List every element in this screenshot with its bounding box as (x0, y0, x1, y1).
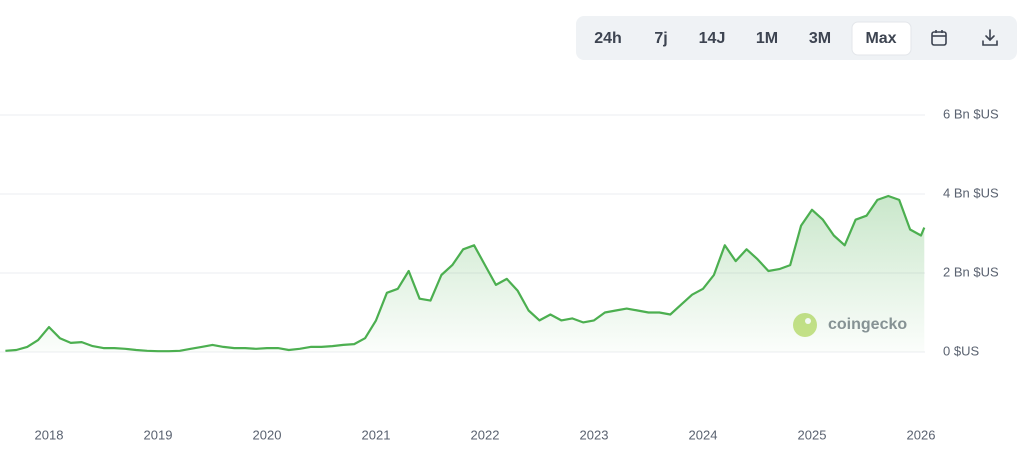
range-button[interactable]: Max (865, 30, 896, 47)
x-tick-label: 2018 (35, 427, 64, 442)
x-tick-label: 2026 (907, 427, 936, 442)
active-button (851, 21, 912, 56)
y-tick-label: 4 Bn $US (943, 185, 999, 200)
line (5, 194, 926, 353)
range-button[interactable]: 7j (654, 30, 667, 47)
range-button[interactable]: 14J (699, 30, 726, 47)
x-tick-label: 2023 (580, 427, 609, 442)
area (5, 196, 925, 352)
x-tick-label: 2022 (471, 427, 500, 442)
x-tick-label: 2025 (798, 427, 827, 442)
x-tick-label: 2021 (362, 427, 391, 442)
range-button[interactable]: 3M (809, 30, 831, 47)
range-button[interactable]: 1M (756, 30, 778, 47)
y-tick-label: 0 $US (943, 343, 979, 358)
y-tick-label: 2 Bn $US (943, 264, 999, 279)
calendar-button[interactable] (931, 30, 947, 46)
toolbar (576, 16, 1017, 60)
x-tick-label: 2020 (253, 427, 282, 442)
x-tick-label: 2024 (689, 427, 718, 442)
range-button[interactable]: 24h (594, 30, 622, 47)
y-tick-label: 6 Bn $US (943, 106, 999, 121)
x-tick-label: 2019 (144, 427, 173, 442)
download-button[interactable] (982, 29, 998, 46)
